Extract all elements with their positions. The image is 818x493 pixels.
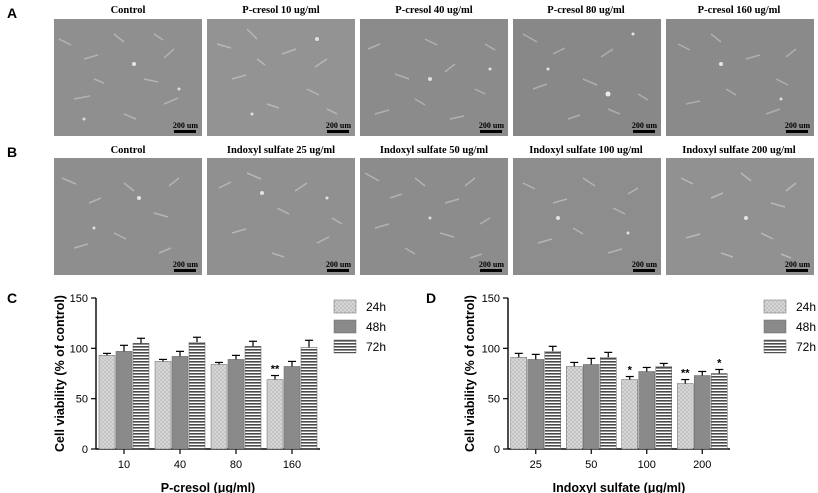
bar [583, 364, 600, 450]
micrograph-image: 200 um [513, 158, 661, 275]
micrograph-image: 200 um [666, 158, 814, 275]
bar [621, 379, 638, 450]
bar [227, 359, 245, 450]
bar [266, 379, 284, 450]
legend-swatch [333, 339, 357, 354]
bar [677, 383, 694, 450]
micrograph-title: Indoxyl sulfate 200 ug/ml [682, 145, 796, 156]
scale-bar: 200 um [785, 260, 810, 272]
significance-mark: ** [271, 364, 280, 376]
y-tick-label: 0 [82, 444, 88, 456]
scale-bar: 200 um [479, 260, 504, 272]
x-axis-label: P-cresol (μg/ml) [161, 481, 255, 493]
legend-swatch [333, 319, 357, 334]
x-tick-label: 160 [283, 459, 301, 471]
significance-mark: * [717, 357, 722, 369]
micrograph-title: Control [110, 5, 146, 16]
x-tick-label: 100 [638, 459, 656, 471]
scale-bar: 200 um [632, 121, 657, 133]
x-axis-label: Indoxyl sulfate (μg/ml) [553, 481, 686, 493]
scale-bar: 200 um [173, 121, 198, 133]
micrograph-image: 200 um [513, 19, 661, 136]
bar [154, 361, 172, 450]
micrograph-image: 200 um [54, 19, 202, 136]
legend-label: 72h [796, 340, 816, 354]
micrograph-title: Indoxyl sulfate 25 ug/ml [226, 145, 336, 156]
micrograph-image: 200 um [207, 19, 355, 136]
scale-bar: 200 um [785, 121, 810, 133]
bar [600, 357, 617, 450]
micrograph-title: P-cresol 10 ug/ml [242, 5, 320, 16]
micrograph-title: P-cresol 40 ug/ml [395, 5, 473, 16]
panel-letter-b: B [7, 144, 18, 160]
bar [98, 355, 116, 450]
y-tick-label: 100 [482, 343, 500, 355]
bar [300, 347, 318, 450]
legend-swatch [333, 299, 357, 314]
scale-bar: 200 um [173, 260, 198, 272]
bar [132, 343, 150, 450]
y-tick-label: 50 [76, 394, 88, 406]
y-tick-label: 150 [70, 293, 88, 305]
significance-mark: * [628, 365, 633, 377]
micrograph-title: Control [110, 145, 146, 156]
legend-label: 24h [366, 300, 386, 314]
bar [655, 366, 672, 450]
scale-bar: 200 um [326, 121, 351, 133]
scale-bar: 200 um [632, 260, 657, 272]
x-tick-label: 40 [174, 459, 186, 471]
bar [188, 342, 206, 450]
y-tick-label: 0 [494, 444, 500, 456]
bar [115, 351, 133, 450]
legend-label: 48h [796, 320, 816, 334]
bar [638, 371, 655, 450]
significance-mark: ** [681, 368, 690, 380]
legend-label: 72h [366, 340, 386, 354]
y-axis-label: Cell viability (% of control) [53, 295, 67, 452]
y-axis-label: Cell viability (% of control) [463, 295, 477, 452]
bar [210, 364, 228, 450]
chart-c-svg: 0 50 100 150 10 40 80 160 ** Cell viability (% of… [53, 293, 386, 493]
y-tick-label: 150 [482, 293, 500, 305]
micrograph-title: P-cresol 80 ug/ml [547, 5, 625, 16]
micrograph-title: P-cresol 160 ug/ml [697, 5, 781, 16]
scale-bar: 200 um [326, 260, 351, 272]
legend-swatch [763, 339, 787, 354]
micrograph-image: 200 um [666, 19, 814, 136]
bar [527, 359, 544, 450]
scale-bar: 200 um [479, 121, 504, 133]
legend-swatch [763, 299, 787, 314]
legend-label: 24h [796, 300, 816, 314]
y-tick-label: 100 [70, 343, 88, 355]
legend-swatch [763, 319, 787, 334]
bar [694, 375, 711, 450]
bar [283, 366, 301, 450]
panel-letter-a: A [7, 5, 18, 21]
bar [566, 366, 583, 450]
panel-letter-d: D [426, 290, 437, 306]
x-tick-label: 80 [230, 459, 242, 471]
bar [171, 356, 189, 450]
x-tick-label: 25 [530, 459, 542, 471]
bar [711, 373, 728, 450]
bar-chart-c: 0 50 100 150 10 40 80 160 ** Cell viability (% of… [0, 283, 410, 493]
micrograph-image: 200 um [207, 158, 355, 275]
x-tick-label: 50 [585, 459, 597, 471]
panel-letter-c: C [7, 290, 18, 306]
micrograph-image: 200 um [360, 19, 508, 136]
bar [510, 357, 527, 450]
bar-chart-d: 0 50 100 150 25 50 100 * 200 ** * Cell viability (%… [410, 283, 818, 493]
x-tick-label: 10 [118, 459, 130, 471]
bar [544, 351, 561, 450]
bar [244, 346, 262, 450]
y-tick-label: 50 [488, 394, 500, 406]
x-tick-label: 200 [693, 459, 711, 471]
micrograph-title: Indoxyl sulfate 100 ug/ml [529, 145, 643, 156]
legend-label: 48h [366, 320, 386, 334]
micrograph-title: Indoxyl sulfate 50 ug/ml [379, 145, 489, 156]
micrograph-image: 200 um [54, 158, 202, 275]
micrograph-image: 200 um [360, 158, 508, 275]
